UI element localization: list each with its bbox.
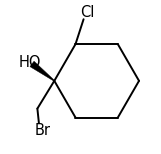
Text: Br: Br <box>35 123 51 138</box>
Text: HO: HO <box>18 55 41 70</box>
Polygon shape <box>30 61 55 81</box>
Text: Cl: Cl <box>80 5 94 20</box>
